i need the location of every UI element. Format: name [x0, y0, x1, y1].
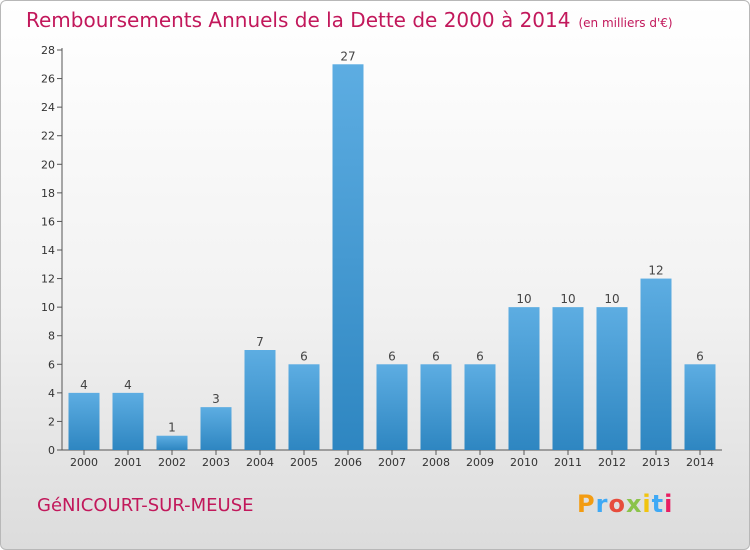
- bar-2004: [244, 350, 276, 450]
- logo-letter: i: [642, 490, 652, 518]
- data-label: 12: [648, 264, 663, 278]
- logo-letter: r: [595, 490, 609, 518]
- x-tick-label: 2001: [114, 456, 142, 469]
- y-tick-label: 8: [48, 330, 55, 343]
- y-tick-label: 2: [48, 415, 55, 428]
- bar-2008: [420, 364, 452, 450]
- bar-2010: [508, 307, 540, 450]
- y-tick-label: 18: [41, 187, 55, 200]
- data-label: 3: [212, 392, 220, 406]
- bar-2003: [200, 407, 232, 450]
- data-label: 10: [560, 292, 575, 306]
- data-labels: 4 4 1 3 7 6 27 6 6 6 10 10 10 12 6: [80, 49, 704, 434]
- bar-2001: [112, 392, 144, 450]
- data-label: 6: [300, 349, 308, 363]
- data-label: 4: [80, 378, 88, 392]
- data-label: 10: [516, 292, 531, 306]
- chart-title-text: Remboursements Annuels de la Dette de 20…: [26, 8, 571, 32]
- bar-2000: [68, 392, 100, 450]
- x-tick-label: 2010: [510, 456, 538, 469]
- logo-letter: o: [608, 490, 626, 518]
- data-label: 6: [476, 349, 484, 363]
- y-tick-label: 6: [48, 358, 55, 371]
- data-label: 6: [696, 349, 704, 363]
- x-tick-label: 2012: [598, 456, 626, 469]
- bar-2009: [464, 364, 496, 450]
- y-tick-label: 20: [41, 158, 55, 171]
- chart-unit: (en milliers d'€): [578, 16, 673, 30]
- y-tick-label: 26: [41, 73, 55, 86]
- logo-letter: i: [664, 490, 674, 518]
- y-tick-label: 4: [48, 387, 55, 400]
- y-tick-label: 0: [48, 444, 55, 457]
- y-tick-label: 28: [41, 44, 55, 57]
- bar-2006: [332, 64, 364, 451]
- x-tick-label: 2013: [642, 456, 670, 469]
- logo-letter: P: [577, 490, 596, 518]
- data-label: 4: [124, 378, 132, 392]
- y-tick-label: 16: [41, 215, 55, 228]
- x-tick-label: 2002: [158, 456, 186, 469]
- x-tick-label: 2006: [334, 456, 362, 469]
- y-tick-label: 14: [41, 244, 55, 257]
- y-tick-label: 24: [41, 101, 55, 114]
- x-tick-label: 2005: [290, 456, 318, 469]
- bar-2013: [640, 278, 672, 450]
- logo-letter: t: [651, 490, 665, 518]
- data-label: 6: [432, 349, 440, 363]
- bar-2005: [288, 364, 320, 450]
- chart-title: Remboursements Annuels de la Dette de 20…: [26, 8, 673, 32]
- data-label: 27: [340, 49, 355, 63]
- x-tick-label: 2014: [686, 456, 714, 469]
- logo-letter: x: [625, 490, 643, 518]
- y-tick-label: 22: [41, 130, 55, 143]
- x-tick-label: 2008: [422, 456, 450, 469]
- bars: [68, 64, 716, 451]
- data-label: 7: [256, 335, 264, 349]
- bar-2002: [156, 435, 188, 450]
- x-tick-label: 2011: [554, 456, 582, 469]
- proxiti-logo[interactable]: Proxiti: [577, 490, 673, 518]
- commune-name: GéNICOURT-SUR-MEUSE: [37, 495, 254, 516]
- bar-2011: [552, 307, 584, 450]
- y-tick-label: 12: [41, 273, 55, 286]
- data-label: 6: [388, 349, 396, 363]
- x-tick-label: 2009: [466, 456, 494, 469]
- x-tick-label: 2003: [202, 456, 230, 469]
- bar-2007: [376, 364, 408, 450]
- data-label: 10: [604, 292, 619, 306]
- x-tick-label: 2004: [246, 456, 274, 469]
- y-tick-label: 10: [41, 301, 55, 314]
- bar-2014: [684, 364, 716, 450]
- bar-2012: [596, 307, 628, 450]
- x-tick-label: 2007: [378, 456, 406, 469]
- data-label: 1: [168, 421, 176, 435]
- x-tick-label: 2000: [70, 456, 98, 469]
